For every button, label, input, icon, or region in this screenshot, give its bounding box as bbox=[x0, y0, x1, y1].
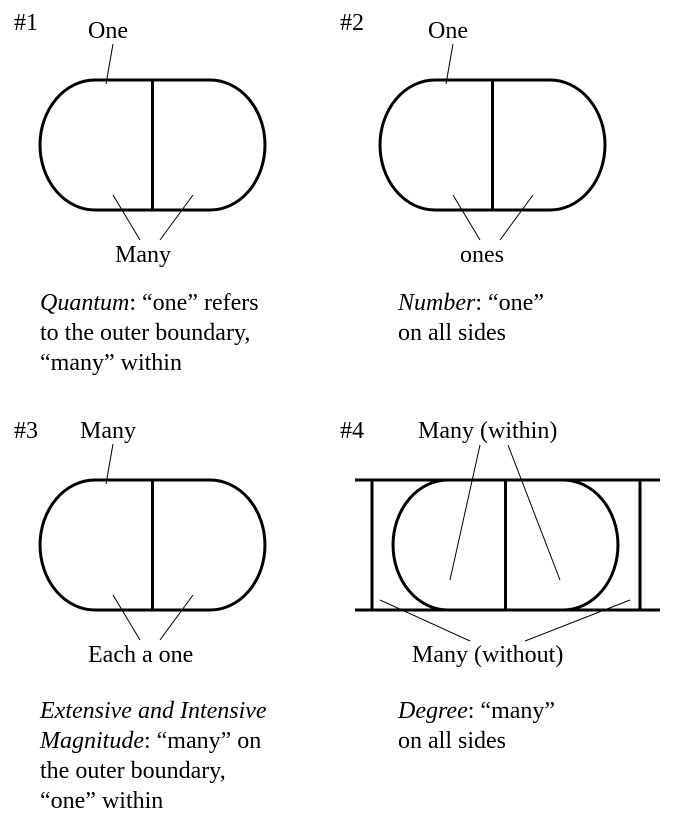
bottom-pointer bbox=[380, 600, 470, 641]
bottom-pointer bbox=[453, 195, 480, 240]
top-label: One bbox=[428, 18, 468, 44]
panel-number: #1 bbox=[14, 10, 38, 36]
panel-1 bbox=[40, 80, 265, 210]
caption: Extensive and IntensiveMagnitude: “many”… bbox=[39, 698, 267, 814]
bottom-label: Many bbox=[115, 242, 171, 268]
top-label: Many bbox=[80, 418, 136, 444]
bottom-pointer bbox=[160, 195, 193, 240]
bottom-pointer bbox=[500, 195, 533, 240]
top-pointer bbox=[450, 445, 480, 580]
bottom-pointer bbox=[160, 595, 193, 640]
top-label: One bbox=[88, 18, 128, 44]
bottom-label: ones bbox=[460, 242, 504, 268]
bottom-pointer bbox=[113, 195, 140, 240]
bottom-pointer bbox=[525, 600, 630, 641]
caption: Number: “one”on all sides bbox=[397, 290, 544, 346]
caption: Quantum: “one” refersto the outer bounda… bbox=[40, 290, 259, 376]
bottom-label: Each a one bbox=[88, 642, 193, 668]
panel-number: #3 bbox=[14, 418, 38, 444]
caption: Degree: “many”on all sides bbox=[397, 698, 555, 754]
panel-number: #4 bbox=[340, 418, 364, 444]
bottom-label: Many (without) bbox=[412, 642, 563, 668]
top-pointer bbox=[106, 44, 113, 84]
bottom-pointer bbox=[113, 595, 140, 640]
top-pointer bbox=[446, 44, 453, 84]
panel-number: #2 bbox=[340, 10, 364, 36]
top-pointer bbox=[106, 444, 113, 484]
panel-2 bbox=[380, 80, 605, 210]
top-label: Many (within) bbox=[418, 418, 557, 444]
panel-4 bbox=[393, 480, 618, 610]
top-pointer bbox=[508, 445, 560, 580]
panel-3 bbox=[40, 480, 265, 610]
